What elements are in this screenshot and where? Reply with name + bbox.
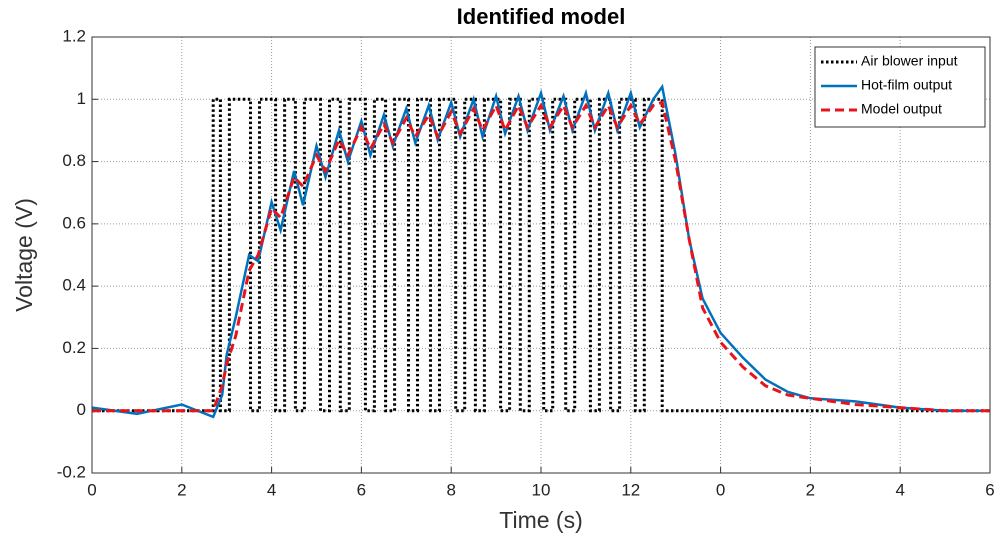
legend-label: Hot-film output	[861, 77, 952, 93]
x-tick-label: 8	[446, 480, 455, 499]
y-tick-label: 0.4	[62, 276, 86, 295]
x-tick-label: 6	[357, 480, 366, 499]
x-tick-label: 6	[985, 480, 994, 499]
legend-label: Model output	[861, 101, 942, 117]
x-tick-label: 2	[177, 480, 186, 499]
x-tick-label: 0	[716, 480, 725, 499]
y-tick-label: 0.2	[62, 338, 86, 357]
x-tick-label: 12	[621, 480, 640, 499]
x-axis-label: Time (s)	[499, 507, 582, 533]
x-tick-label: 10	[532, 480, 551, 499]
plot-frame	[91, 36, 991, 474]
legend-label: Air blower input	[861, 53, 958, 69]
y-tick-label: 0	[77, 400, 86, 419]
y-axis-label: Voltage (V)	[11, 198, 37, 312]
x-tick-label: 4	[267, 480, 276, 499]
plot-lines	[91, 83, 990, 419]
legend: Air blower input Hot-film output Model out…	[814, 46, 986, 128]
y-tick-label: 0.8	[62, 151, 86, 170]
x-tick-label: 4	[895, 480, 904, 499]
series-line	[92, 100, 990, 413]
x-tick-label: 0	[87, 480, 96, 499]
y-tick-label: -0.2	[57, 462, 86, 481]
x-tick-label: 2	[806, 480, 815, 499]
y-tick-label: 1	[77, 89, 86, 108]
chart-title: Identified model	[457, 4, 626, 29]
series-line	[92, 97, 990, 413]
y-tick-label: 1.2	[62, 26, 86, 45]
y-tick-label: 0.6	[62, 213, 86, 232]
